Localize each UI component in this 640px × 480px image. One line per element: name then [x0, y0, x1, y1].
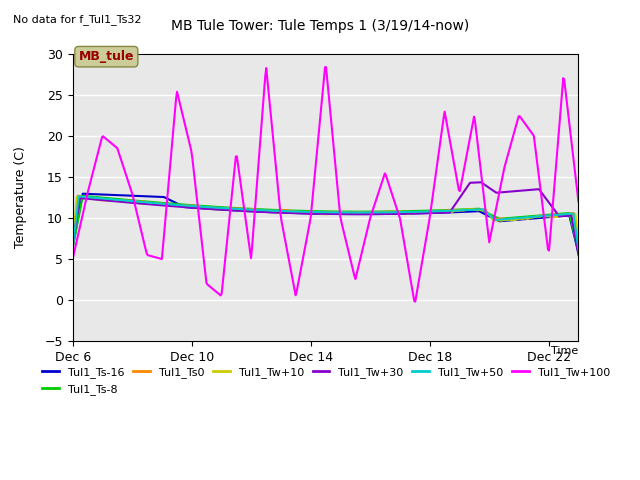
Tul1_Tw+100	[344, 244, 351, 250]
Tul1_Tw+50	[75, 193, 83, 199]
Tul1_Tw+30	[563, 213, 571, 218]
Tul1_Ts0	[484, 211, 492, 216]
Tul1_Ts-8	[344, 209, 351, 215]
Tul1_Ts0	[69, 245, 77, 251]
Tul1_Ts-16	[484, 213, 492, 219]
Tul1_Tw+50	[563, 211, 571, 217]
Tul1_Tw+50	[313, 209, 321, 215]
Tul1_Tw+50	[344, 210, 351, 216]
Tul1_Ts0	[563, 211, 571, 217]
Tul1_Ts-8	[563, 210, 571, 216]
Line: Tul1_Tw+100: Tul1_Tw+100	[73, 67, 579, 301]
Tul1_Ts-8	[313, 208, 321, 214]
Tul1_Tw+100	[371, 201, 378, 207]
Tul1_Ts-16	[69, 244, 77, 250]
Tul1_Ts-16	[344, 211, 351, 217]
Tul1_Ts-16	[310, 211, 317, 216]
Tul1_Tw+100	[564, 112, 572, 118]
Line: Tul1_Ts-8: Tul1_Ts-8	[73, 196, 579, 252]
Tul1_Ts-16	[563, 213, 571, 218]
Text: MB Tule Tower: Tule Temps 1 (3/19/14-now): MB Tule Tower: Tule Temps 1 (3/19/14-now…	[171, 19, 469, 33]
Tul1_Tw+50	[484, 211, 492, 216]
Tul1_Tw+30	[484, 184, 492, 190]
Tul1_Ts0	[371, 209, 378, 215]
Tul1_Tw+10	[313, 210, 321, 216]
Text: No data for f_Tul1_Ts32: No data for f_Tul1_Ts32	[13, 14, 141, 25]
Tul1_Tw+100	[412, 299, 419, 304]
Tul1_Ts-16	[371, 211, 378, 217]
Tul1_Tw+30	[309, 211, 317, 216]
Tul1_Ts0	[344, 209, 351, 215]
Tul1_Ts-8	[310, 208, 317, 214]
Tul1_Tw+30	[477, 180, 485, 185]
Line: Tul1_Tw+30: Tul1_Tw+30	[73, 182, 579, 255]
Tul1_Tw+50	[310, 209, 317, 215]
Line: Tul1_Tw+10: Tul1_Tw+10	[73, 197, 579, 248]
Tul1_Ts-8	[371, 209, 378, 215]
Tul1_Tw+10	[310, 209, 317, 215]
Legend: Tul1_Ts-16, Tul1_Ts-8, Tul1_Ts0, Tul1_Tw+10, Tul1_Tw+30, Tul1_Tw+50, Tul1_Tw+100: Tul1_Ts-16, Tul1_Ts-8, Tul1_Ts0, Tul1_Tw…	[38, 363, 614, 399]
Tul1_Tw+100	[575, 199, 582, 204]
Tul1_Ts-16	[313, 211, 321, 216]
Tul1_Ts-8	[484, 210, 492, 216]
Tul1_Tw+30	[69, 243, 77, 249]
Tul1_Tw+10	[563, 212, 571, 218]
Tul1_Tw+10	[73, 194, 81, 200]
Line: Tul1_Tw+50: Tul1_Tw+50	[73, 196, 579, 250]
Tul1_Tw+10	[484, 211, 492, 216]
Tul1_Tw+10	[371, 210, 378, 216]
Line: Tul1_Ts-16: Tul1_Ts-16	[73, 194, 579, 253]
Tul1_Tw+100	[312, 160, 320, 166]
Tul1_Tw+50	[371, 210, 378, 216]
Tul1_Ts-16	[575, 251, 582, 256]
Tul1_Tw+100	[321, 64, 329, 70]
Tul1_Tw+100	[485, 240, 493, 245]
Text: Time: Time	[551, 346, 579, 356]
Tul1_Tw+50	[69, 245, 77, 251]
Text: MB_tule: MB_tule	[79, 50, 134, 63]
Tul1_Ts0	[313, 209, 321, 215]
Tul1_Tw+30	[312, 211, 320, 216]
Y-axis label: Temperature (C): Temperature (C)	[14, 146, 27, 248]
Tul1_Tw+30	[342, 211, 350, 217]
Tul1_Tw+30	[370, 211, 378, 217]
Tul1_Tw+10	[69, 245, 77, 251]
Tul1_Ts0	[74, 193, 81, 199]
Tul1_Ts-16	[79, 191, 86, 197]
Tul1_Ts0	[575, 245, 582, 251]
Tul1_Tw+10	[344, 209, 351, 215]
Tul1_Ts0	[310, 209, 317, 215]
Tul1_Tw+30	[575, 252, 582, 258]
Tul1_Tw+50	[575, 247, 582, 252]
Tul1_Tw+10	[575, 243, 582, 249]
Tul1_Ts-8	[575, 249, 582, 255]
Tul1_Ts-8	[69, 245, 77, 251]
Tul1_Ts-8	[79, 193, 86, 199]
Tul1_Tw+100	[309, 192, 317, 198]
Line: Tul1_Ts0: Tul1_Ts0	[73, 196, 579, 248]
Tul1_Tw+100	[69, 256, 77, 262]
